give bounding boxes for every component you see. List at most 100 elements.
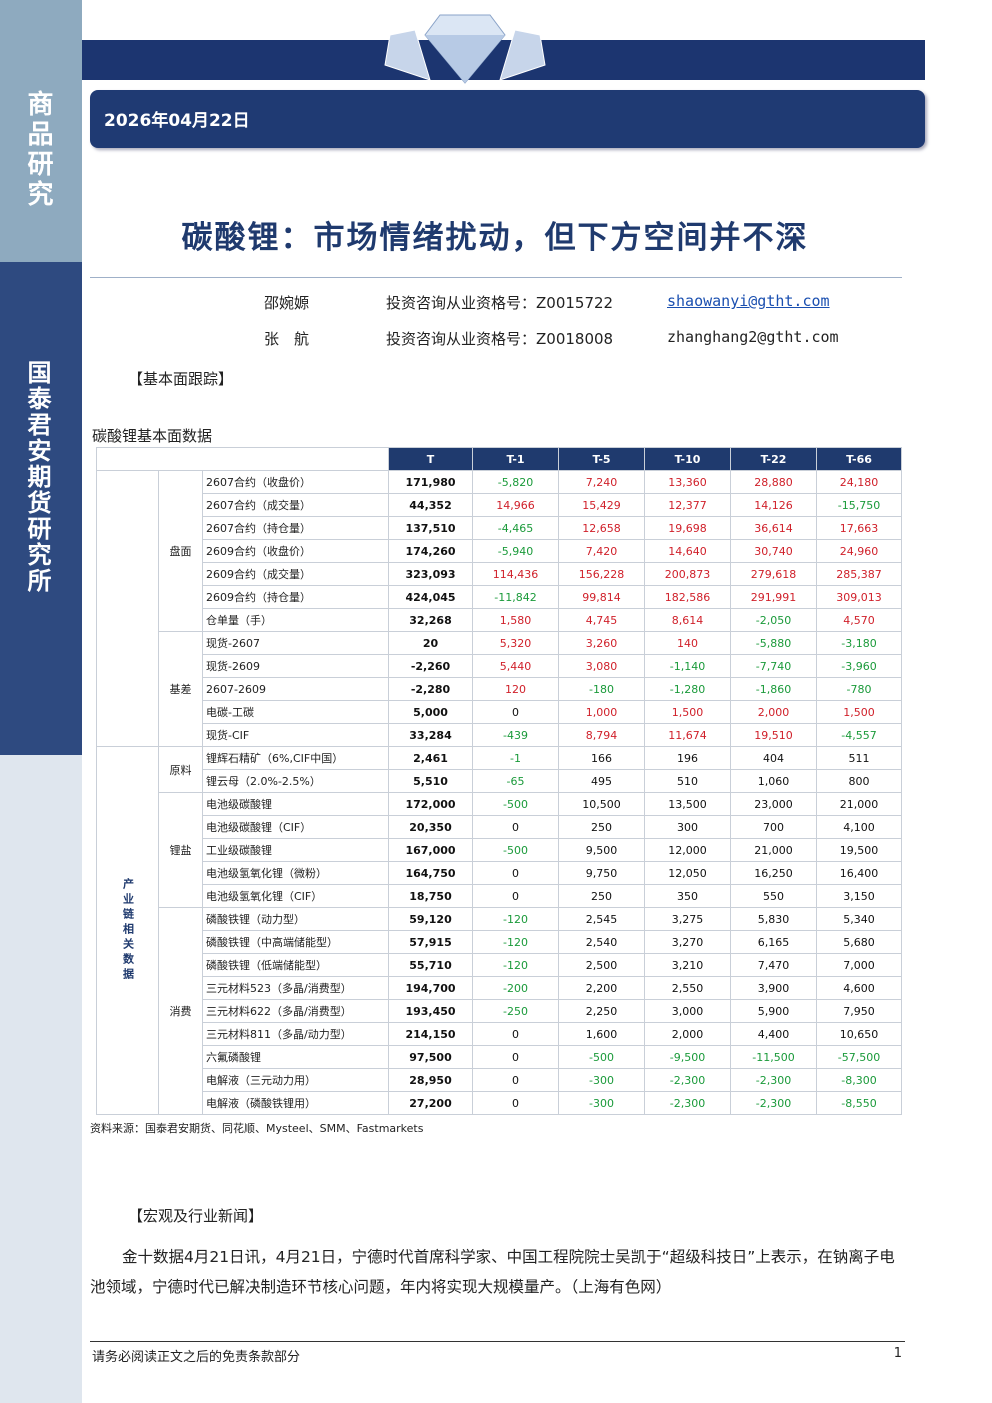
cell-value: 12,377 xyxy=(644,493,732,517)
cell-value: 193,450 xyxy=(388,999,474,1023)
table-row: 2609合约（收盘价） 174,260 -5,940 7,420 14,640 30,74… xyxy=(97,539,903,563)
author-email: shaowanyi@gtht.com xyxy=(667,292,830,310)
cell-value: 7,470 xyxy=(730,953,818,977)
row-name: 2609合约（成交量） xyxy=(201,562,390,586)
cell-value: 8,614 xyxy=(644,608,732,632)
cell-value: 3,210 xyxy=(644,953,732,977)
cell-value: -2,300 xyxy=(730,1091,818,1115)
cell-value: 2,500 xyxy=(558,953,646,977)
cell-value: -2,300 xyxy=(644,1068,732,1092)
cell-value: 200,873 xyxy=(644,562,732,586)
cell-value: 196 xyxy=(644,746,732,770)
cell-value: 10,500 xyxy=(558,792,646,816)
cell-value: 511 xyxy=(816,746,903,770)
cell-value: -300 xyxy=(558,1091,646,1115)
cell-value: 12,000 xyxy=(644,838,732,862)
row-name: 仓单量（手） xyxy=(201,608,390,632)
table-row: 磷酸铁锂（中高端储能型） 57,915 -120 2,540 3,270 6,165 5,6… xyxy=(97,930,903,954)
table-row: 工业级碳酸锂 167,000 -500 9,500 12,000 21,000 19,500 xyxy=(97,838,903,862)
cell-value: 404 xyxy=(730,746,818,770)
cell-value: 12,658 xyxy=(558,516,646,540)
cell-value: -120 xyxy=(472,953,560,977)
cell-value: 59,120 xyxy=(388,907,474,931)
row-name: 三元材料811（多晶/动力型） xyxy=(201,1022,390,1046)
cell-value: 167,000 xyxy=(388,838,474,862)
row-name: 2609合约（持仓量） xyxy=(201,585,390,609)
cell-value: 3,080 xyxy=(558,654,646,678)
cell-value: -500 xyxy=(472,838,560,862)
row-name: 2607合约（持仓量） xyxy=(201,516,390,540)
cell-value: -120 xyxy=(472,907,560,931)
cell-value: 19,510 xyxy=(730,723,818,747)
cell-value: 7,000 xyxy=(816,953,903,977)
cell-value: 5,440 xyxy=(472,654,560,678)
cell-value: -5,880 xyxy=(730,631,818,655)
cell-value: 8,794 xyxy=(558,723,646,747)
cell-value: 164,750 xyxy=(388,861,474,885)
cell-value: 0 xyxy=(472,1045,560,1069)
cell-value: 495 xyxy=(558,769,646,793)
cell-value: 19,500 xyxy=(816,838,903,862)
cell-value: 14,966 xyxy=(472,493,560,517)
cell-value: 800 xyxy=(816,769,903,793)
cell-value: 33,284 xyxy=(388,723,474,747)
cell-value: -8,300 xyxy=(816,1068,903,1092)
table-row: 电池级氢氧化锂（CIF） 18,750 0 250 350 550 3,150 xyxy=(97,884,903,908)
cell-value: -500 xyxy=(472,792,560,816)
table-row: 三元材料523（多晶/消费型） 194,700 -200 2,200 2,550 3,90… xyxy=(97,976,903,1000)
cell-value: 5,830 xyxy=(730,907,818,931)
table-row: 电碳-工碳 5,000 0 1,000 1,500 2,000 1,500 xyxy=(97,700,903,724)
column-header: T-5 xyxy=(558,447,646,471)
row-name: 六氟磷酸锂 xyxy=(201,1045,390,1069)
column-header: T xyxy=(388,447,474,471)
cell-value: 24,180 xyxy=(816,470,903,494)
cell-value: 194,700 xyxy=(388,976,474,1000)
cell-value: 3,000 xyxy=(644,999,732,1023)
cell-value: 17,663 xyxy=(816,516,903,540)
cell-value: -2,050 xyxy=(730,608,818,632)
row-name: 磷酸铁锂（低端储能型） xyxy=(201,953,390,977)
footer-rule xyxy=(90,1341,905,1342)
row-name: 2607合约（收盘价） xyxy=(201,470,390,494)
cell-value: 4,745 xyxy=(558,608,646,632)
row-name: 磷酸铁锂（动力型） xyxy=(201,907,390,931)
cell-value: 13,500 xyxy=(644,792,732,816)
cell-value: -780 xyxy=(816,677,903,701)
cell-value: 5,680 xyxy=(816,930,903,954)
cell-value: 1,580 xyxy=(472,608,560,632)
cell-value: 3,270 xyxy=(644,930,732,954)
cell-value: 250 xyxy=(558,884,646,908)
table-row: 盘面 2607合约（收盘价） 171,980 -5,820 7,240 13,360 28,… xyxy=(96,470,903,747)
table-row: 消费 磷酸铁锂（动力型） 59,120 -120 2,545 3,275 5,830 5,34… xyxy=(97,907,903,1115)
cell-value: 172,000 xyxy=(388,792,474,816)
cell-value: 20,350 xyxy=(388,815,474,839)
cell-value: 14,126 xyxy=(730,493,818,517)
header-row: T T-1 T-5 T-10 T-22 T-66 xyxy=(95,447,903,471)
table-row: 电解液（磷酸铁锂用） 27,200 0 -300 -2,300 -2,300 -8,550 xyxy=(97,1091,903,1115)
table-row: 锂盐 电池级碳酸锂 172,000 -500 10,500 13,500 23,000 21,… xyxy=(97,792,903,908)
author-name: 张 航 xyxy=(264,330,310,348)
author-name: 邵婉嫄 xyxy=(264,294,310,312)
cell-value: -5,820 xyxy=(472,470,560,494)
table-row: 产业链相关数据 原料 锂辉石精矿（6%,CIF中国） 2,461 -1 166 196 404… xyxy=(96,746,903,1115)
row-name: 2607合约（成交量） xyxy=(201,493,390,517)
cell-value: 9,500 xyxy=(558,838,646,862)
cell-value: -5,940 xyxy=(472,539,560,563)
cell-value: -2,260 xyxy=(388,654,474,678)
cell-value: 6,165 xyxy=(730,930,818,954)
author-email: zhanghang2@gtht.com xyxy=(667,328,839,346)
cell-value: 3,275 xyxy=(644,907,732,931)
cell-value: 3,260 xyxy=(558,631,646,655)
category-label: 锂盐 xyxy=(158,792,203,908)
title: 碳酸锂：市场情绪扰动，但下方空间并不深 xyxy=(181,220,809,256)
cell-value: -200 xyxy=(472,976,560,1000)
news-paragraph: 金十数据4月21日讯，4月21日，宁德时代首席科学家、中国工程院院士吴凯于“超级… xyxy=(90,1248,895,1296)
cell-value: -11,500 xyxy=(730,1045,818,1069)
table-row: 电解液（三元动力用） 28,950 0 -300 -2,300 -2,300 -8,300 xyxy=(97,1068,903,1092)
cell-value: 4,600 xyxy=(816,976,903,1000)
cell-value: 0 xyxy=(472,700,560,724)
cell-value: 4,100 xyxy=(816,815,903,839)
cell-value: -4,557 xyxy=(816,723,903,747)
cell-value: -1,140 xyxy=(644,654,732,678)
